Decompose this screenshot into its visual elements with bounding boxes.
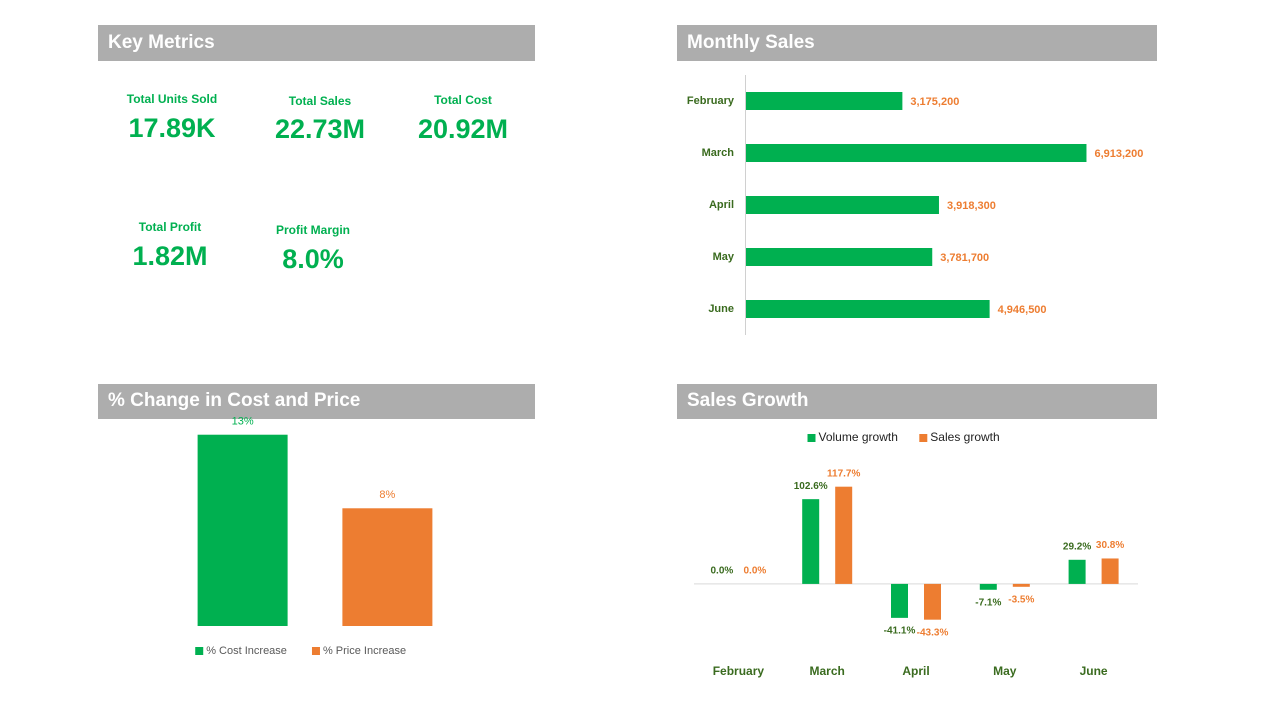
data-label: 4,946,500: [998, 304, 1047, 316]
category-label: April: [709, 199, 734, 211]
bar: [1101, 558, 1119, 584]
legend-swatch: [919, 434, 928, 442]
bar: [1012, 583, 1030, 587]
data-label: -41.1%: [884, 626, 916, 637]
data-label: -43.3%: [917, 627, 949, 638]
data-label: 29.2%: [1063, 541, 1091, 552]
data-label: 13%: [232, 416, 254, 428]
metric-value: 1.82M: [132, 241, 207, 271]
data-label: 30.8%: [1096, 540, 1124, 551]
metric-label: Total Cost: [434, 93, 492, 107]
panel-header: [98, 25, 535, 61]
bar: [1068, 559, 1086, 584]
bar: [342, 508, 433, 626]
panel-header: [677, 25, 1157, 61]
legend-swatch: [807, 434, 816, 442]
panel-title: Key Metrics: [108, 32, 215, 53]
panel-title: % Change in Cost and Price: [108, 390, 360, 411]
category-label: March: [702, 147, 735, 159]
bar: [197, 434, 288, 626]
category-label: May: [993, 664, 1017, 678]
bar: [746, 196, 939, 214]
bar: [924, 583, 941, 620]
data-label: 6,913,200: [1094, 148, 1143, 160]
legend-swatch: [311, 647, 320, 655]
bar: [891, 583, 908, 618]
category-label: May: [713, 251, 735, 263]
metric-label: Total Units Sold: [127, 92, 217, 106]
data-label: 0.0%: [711, 566, 734, 577]
bar: [802, 499, 820, 584]
data-label: 117.7%: [827, 468, 860, 479]
bar: [746, 92, 903, 110]
data-label: 3,781,700: [940, 252, 989, 264]
category-label: February: [713, 664, 765, 678]
metric-value: 22.73M: [275, 114, 365, 144]
legend-label: % Price Increase: [323, 645, 406, 657]
panel-title: Monthly Sales: [687, 32, 815, 53]
metric-label: Profit Margin: [276, 223, 350, 237]
legend-label: % Cost Increase: [206, 645, 287, 657]
bar: [835, 486, 853, 584]
legend-label: Sales growth: [930, 430, 999, 444]
data-label: 8%: [379, 489, 395, 501]
panel-title: Sales Growth: [687, 390, 808, 411]
data-label: 102.6%: [794, 481, 828, 492]
metric-label: Total Sales: [289, 94, 352, 108]
metric-value: 17.89K: [128, 113, 216, 143]
data-label: 3,918,300: [947, 200, 996, 212]
data-label: -3.5%: [1008, 594, 1034, 605]
legend-swatch: [195, 647, 204, 655]
bar: [979, 583, 997, 590]
legend-label: Volume growth: [819, 430, 898, 444]
panel-header: [677, 384, 1157, 419]
panel-header: [98, 384, 535, 419]
metric-value: 20.92M: [418, 114, 508, 144]
category-label: April: [902, 664, 929, 678]
metric-value: 8.0%: [282, 244, 344, 274]
category-label: March: [810, 664, 845, 678]
category-label: June: [1080, 664, 1108, 678]
data-label: 0.0%: [744, 566, 767, 577]
bar: [746, 144, 1087, 162]
category-label: February: [687, 95, 735, 107]
bar: [746, 300, 990, 318]
data-label: -7.1%: [975, 597, 1001, 608]
metric-label: Total Profit: [139, 220, 201, 234]
category-label: June: [708, 303, 734, 315]
bar: [746, 248, 933, 266]
data-label: 3,175,200: [910, 96, 959, 108]
